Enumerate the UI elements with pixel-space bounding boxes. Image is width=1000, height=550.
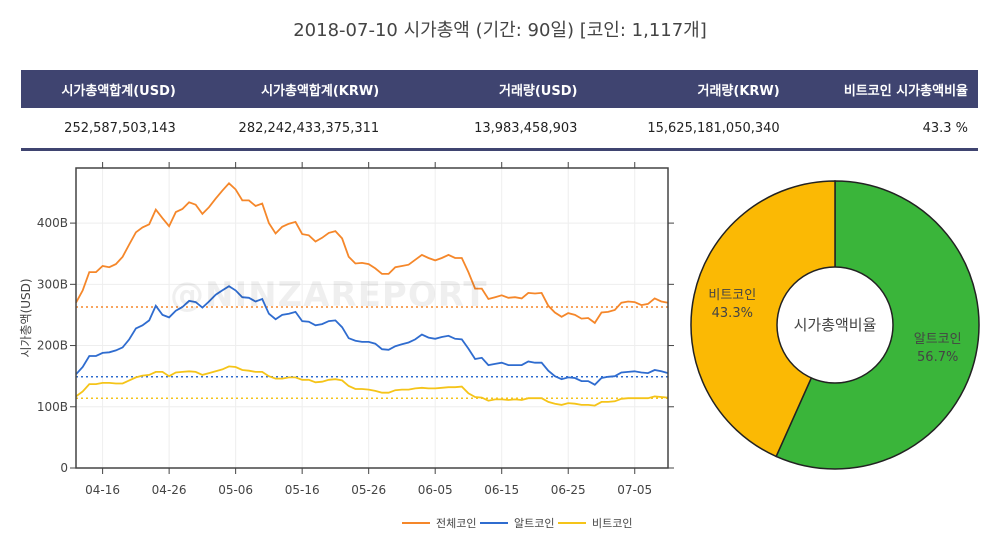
x-tick-label: 04-26 xyxy=(152,483,187,497)
table-cell: 15,625,181,050,340 xyxy=(587,108,790,151)
pie-center-label: 시가총액비율 xyxy=(794,316,877,334)
title-period: (기간: 90일) xyxy=(475,20,574,41)
x-tick-label: 07-05 xyxy=(617,483,652,497)
table-cell: 43.3 % xyxy=(789,108,978,151)
title-label: 시가총액 xyxy=(403,20,470,41)
pie-slice-label: 비트코인 xyxy=(708,288,756,303)
pie-chart: 알트코인 56.7% 비트코인 43.3% 시가총액비율 xyxy=(690,180,980,470)
pie-slice-label: 알트코인 xyxy=(914,332,962,347)
y-tick-label: 200B xyxy=(37,339,68,353)
table-header: 비트코인 시가총액비율 xyxy=(789,70,978,108)
legend-label: 전체코인 xyxy=(436,517,476,530)
series-line xyxy=(75,182,669,325)
x-tick-label: 06-25 xyxy=(551,483,586,497)
table-cell: 13,983,458,903 xyxy=(389,108,588,151)
line-chart: 0 100B 200B 300B 400B 04-16 04-26 05-06 05-16 05-… xyxy=(19,162,674,530)
y-axis-label: 시가총액(USD) xyxy=(19,278,33,357)
x-tick-label: 04-16 xyxy=(85,483,120,497)
table-header: 시가총액합계(KRW) xyxy=(185,70,390,108)
pie-slice-percent: 43.3% xyxy=(712,306,753,321)
x-tick-label: 06-05 xyxy=(418,483,453,497)
y-tick-label: 100B xyxy=(37,400,68,414)
table-cell: 252,587,503,143 xyxy=(21,108,186,151)
watermark: @NINZAREPORT xyxy=(170,275,488,315)
series-line xyxy=(75,285,669,386)
table-header-row: 시가총액합계(USD) 시가총액합계(KRW) 거래량(USD) 거래량(KRW… xyxy=(21,70,978,108)
title-count: [코인: 1,117개] xyxy=(579,20,707,41)
pie-hole xyxy=(776,266,894,384)
page-title: 2018-07-10 시가총액 (기간: 90일) [코인: 1,117개] xyxy=(0,16,1000,42)
pie-slice xyxy=(690,180,836,458)
x-tick-label: 05-16 xyxy=(285,483,320,497)
pie-slice-percent: 56.7% xyxy=(917,350,958,365)
x-tick-label: 05-06 xyxy=(218,483,253,497)
table-cell: 282,242,433,375,311 xyxy=(185,108,390,151)
table-header: 거래량(KRW) xyxy=(587,70,790,108)
x-tick-label: 06-15 xyxy=(484,483,519,497)
table-header: 시가총액합계(USD) xyxy=(21,70,186,108)
series-line xyxy=(75,365,669,407)
x-tick-label: 05-26 xyxy=(351,483,386,497)
table-row: 252,587,503,143 282,242,433,375,311 13,9… xyxy=(21,108,978,151)
y-tick-label: 400B xyxy=(37,216,68,230)
table-header: 거래량(USD) xyxy=(389,70,588,108)
title-date: 2018-07-10 xyxy=(293,20,398,41)
plot-frame xyxy=(75,167,669,469)
legend-label: 알트코인 xyxy=(514,516,554,530)
legend-label: 비트코인 xyxy=(592,517,632,530)
y-tick-label: 0 xyxy=(60,461,68,475)
y-tick-label: 300B xyxy=(37,277,68,291)
summary-table: 시가총액합계(USD) 시가총액합계(KRW) 거래량(USD) 거래량(KRW… xyxy=(21,70,978,151)
